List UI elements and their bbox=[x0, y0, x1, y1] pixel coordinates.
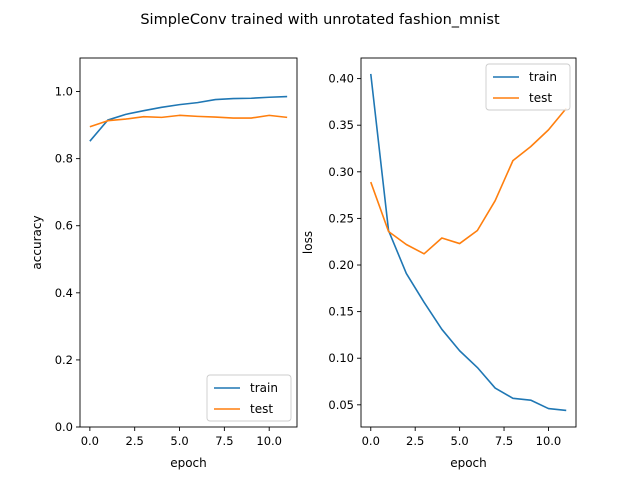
legend-box bbox=[206, 374, 292, 422]
series-line-test bbox=[89, 114, 288, 128]
data-point-train bbox=[565, 409, 568, 412]
x-tick-label: 10.0 bbox=[536, 434, 562, 448]
y-tick-label: 0.25 bbox=[328, 211, 354, 225]
axes-frame bbox=[360, 57, 577, 428]
legend-label-train: train bbox=[250, 381, 278, 395]
data-point-train bbox=[286, 95, 289, 98]
data-point-train bbox=[142, 109, 145, 112]
y-tick-label: 1.0 bbox=[55, 85, 73, 99]
data-point-train bbox=[547, 407, 550, 410]
data-point-test bbox=[160, 116, 163, 119]
legend-label-test: test bbox=[529, 91, 552, 105]
data-point-train bbox=[196, 101, 199, 104]
y-tick-label: 0.30 bbox=[328, 165, 354, 179]
data-point-test bbox=[440, 236, 443, 239]
x-tick-label: 10.0 bbox=[256, 434, 282, 448]
data-point-train bbox=[494, 386, 497, 389]
data-point-test bbox=[196, 115, 199, 118]
data-point-train bbox=[511, 397, 514, 400]
data-point-train bbox=[529, 399, 532, 402]
y-tick-label: 0.35 bbox=[328, 118, 354, 132]
data-point-test bbox=[268, 114, 271, 117]
loss-subplot: 0.0 2.5 5.0 7.5 10.0 0.05 0.10 0.15 0.20 0.25 0.30… bbox=[301, 57, 577, 470]
axes-frame bbox=[79, 57, 298, 428]
y-tick-label: 0.8 bbox=[55, 152, 73, 166]
x-tick-label: 2.5 bbox=[406, 434, 424, 448]
data-point-test bbox=[106, 119, 109, 122]
data-point-test bbox=[178, 114, 181, 117]
series-line-train bbox=[89, 95, 288, 142]
legend-label-test: test bbox=[250, 402, 273, 416]
data-point-train bbox=[178, 103, 181, 106]
y-tick-label: 0.6 bbox=[55, 219, 73, 233]
y-tick-label: 0.0 bbox=[55, 420, 73, 434]
figure-title: SimpleConv trained with unrotated fashio… bbox=[140, 12, 500, 28]
x-tick-label: 5.0 bbox=[170, 434, 188, 448]
y-tick-label: 0.10 bbox=[328, 351, 354, 365]
data-point-test bbox=[88, 125, 91, 128]
data-point-test bbox=[232, 116, 235, 119]
data-point-train bbox=[250, 97, 253, 100]
x-tick-label: 7.5 bbox=[215, 434, 233, 448]
data-point-test bbox=[529, 145, 532, 148]
series-line-train bbox=[369, 73, 567, 412]
x-axis-label: epoch bbox=[450, 456, 487, 470]
x-tick-label: 5.0 bbox=[450, 434, 468, 448]
data-point-train bbox=[88, 140, 91, 143]
data-point-train bbox=[268, 96, 271, 99]
data-point-test bbox=[547, 128, 550, 131]
x-tick-label: 0.0 bbox=[81, 434, 99, 448]
y-axis-label: accuracy bbox=[30, 215, 44, 269]
data-point-test bbox=[369, 180, 372, 183]
legend-box bbox=[485, 63, 571, 111]
x-tick-label: 2.5 bbox=[126, 434, 144, 448]
x-axis-label: epoch bbox=[170, 456, 207, 470]
data-point-train bbox=[458, 349, 461, 352]
y-tick-label: 0.2 bbox=[55, 353, 73, 367]
data-point-train bbox=[422, 301, 425, 304]
y-tick-label: 0.05 bbox=[328, 398, 354, 412]
x-tick-label: 0.0 bbox=[362, 434, 380, 448]
data-point-test bbox=[387, 230, 390, 233]
data-point-train bbox=[232, 97, 235, 100]
data-point-train bbox=[405, 272, 408, 275]
data-point-train bbox=[440, 328, 443, 331]
series-line-test bbox=[370, 107, 567, 255]
y-axis-label: loss bbox=[301, 231, 315, 254]
data-point-test bbox=[476, 229, 479, 232]
data-point-test bbox=[124, 117, 127, 120]
data-point-train bbox=[369, 72, 372, 75]
data-point-train bbox=[160, 106, 163, 109]
y-tick-label: 0.4 bbox=[55, 286, 73, 300]
data-point-test bbox=[405, 243, 408, 246]
data-point-test bbox=[511, 159, 514, 162]
y-tick-label: 0.40 bbox=[328, 72, 354, 86]
data-point-test bbox=[494, 199, 497, 202]
data-point-train bbox=[214, 98, 217, 101]
data-point-test bbox=[250, 116, 253, 119]
accuracy-subplot: 0.0 2.5 5.0 7.5 10.0 0.0 0.2 0.4 0.6 0.8 1.0 epoch a… bbox=[30, 57, 298, 470]
data-point-test bbox=[458, 242, 461, 245]
data-point-train bbox=[476, 366, 479, 369]
y-tick-label: 0.20 bbox=[328, 258, 354, 272]
y-tick-label: 0.15 bbox=[328, 305, 354, 319]
x-tick-label: 7.5 bbox=[495, 434, 513, 448]
legend-label-train: train bbox=[529, 70, 557, 84]
data-point-test bbox=[422, 252, 425, 255]
data-point-test bbox=[286, 116, 289, 119]
data-point-test bbox=[142, 115, 145, 118]
data-point-test bbox=[214, 115, 217, 118]
data-point-train bbox=[124, 113, 127, 116]
